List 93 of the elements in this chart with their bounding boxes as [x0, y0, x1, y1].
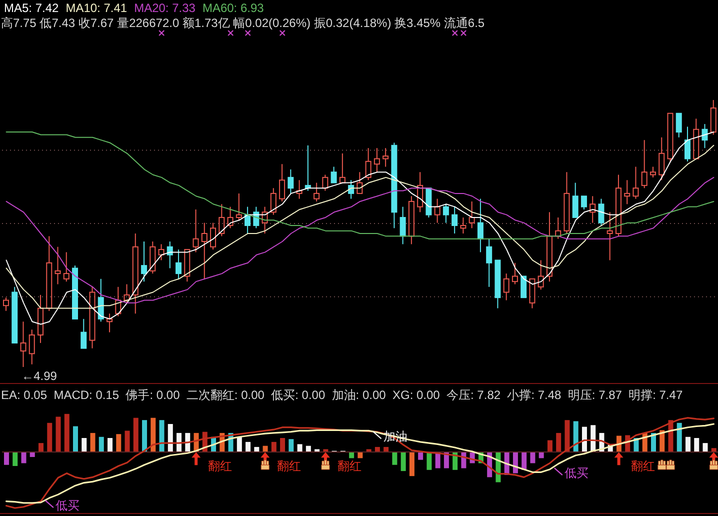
text: 翻红: [277, 459, 302, 474]
bar: [556, 432, 562, 452]
bar: [12, 452, 18, 466]
candlestick: [546, 212, 552, 282]
candlestick: [106, 313, 113, 333]
bar: [90, 432, 96, 452]
candlestick: [54, 246, 61, 285]
point: [614, 452, 624, 466]
bar: [133, 418, 138, 452]
candlestick: [702, 124, 708, 149]
bar: [21, 452, 26, 464]
bar: [280, 438, 286, 452]
candlestick: [20, 321, 26, 368]
text: MA10: 7.41: [66, 1, 128, 15]
bar: [47, 422, 52, 452]
bar: [4, 452, 9, 465]
candlestick: [288, 168, 294, 194]
bar: [530, 452, 536, 464]
series-label: 翻红: [208, 459, 232, 474]
text: 低买: [564, 466, 588, 480]
bar: [288, 439, 294, 452]
point: [658, 460, 666, 470]
candlestick: [270, 188, 276, 216]
bar: [582, 426, 587, 452]
text: MA20: 7.33: [134, 1, 196, 15]
bar: [676, 422, 682, 452]
candlestick: [296, 180, 302, 200]
bar: [573, 421, 578, 452]
bar: [392, 452, 398, 465]
bar: [660, 430, 665, 452]
bar: [159, 420, 164, 452]
candlestick: [684, 126, 690, 162]
candlestick: [166, 241, 173, 269]
candlestick: [460, 216, 466, 234]
point: [192, 452, 201, 466]
bar: [98, 436, 104, 452]
series-label: 低买: [55, 498, 80, 513]
bar: [150, 418, 156, 452]
candlestick: [477, 198, 484, 253]
text: 翻红: [630, 459, 655, 474]
candlestick: [201, 222, 208, 280]
bar: [522, 452, 527, 470]
text: MA60: 6.93: [202, 1, 264, 15]
bar: [409, 452, 414, 476]
bar: [56, 416, 61, 452]
candlestick: [434, 198, 440, 224]
candlestick: [38, 294, 44, 344]
candlestick: [382, 148, 389, 168]
candlestick: [555, 216, 562, 240]
point: [321, 460, 330, 470]
point: [260, 460, 270, 470]
bar: [73, 426, 78, 452]
candlestick: [503, 273, 510, 301]
chart-subtitle: EA: 0.05 MACD: 0.15 佛手: 0.00 二次翻红: 0.00 低买: 0.00 加油: 0.00 XG: 0.00 今压: 7.82 小撑: 7.48 明压: 7.87 明撑: 7.47: [1, 388, 683, 402]
candlestick: [400, 206, 406, 245]
bar: [168, 424, 173, 452]
candlestick: [28, 329, 35, 365]
candlestick: [590, 196, 596, 224]
point: [709, 460, 718, 470]
bar: [711, 448, 716, 452]
bar: [685, 436, 690, 452]
bar: [694, 438, 700, 452]
candlestick: [132, 233, 138, 314]
candlestick: [391, 142, 398, 229]
candlestick: [624, 180, 630, 205]
bar: [116, 434, 122, 452]
bar: [418, 452, 424, 460]
candlestick: [408, 196, 414, 245]
bar: [564, 420, 570, 452]
bar: [400, 452, 406, 472]
bar: [236, 436, 242, 452]
bar: [702, 443, 708, 452]
text: ←4.99: [22, 369, 58, 383]
bar: [142, 420, 148, 452]
candlestick: [452, 206, 458, 234]
bar: [38, 443, 44, 452]
candlestick: [606, 212, 613, 261]
bar: [124, 430, 130, 452]
candlestick: [3, 297, 9, 312]
bar: [426, 452, 432, 470]
point: [666, 460, 675, 470]
chart-subtitle: 高7.75 低7.43 收7.67 量226672.0 额1.73亿 幅0.02(0.26%) 振0.32(4.18%) 换3.45% 流通6.5: [1, 16, 485, 30]
text: 翻红: [337, 459, 362, 474]
bar: [82, 438, 87, 452]
bar: [108, 438, 113, 452]
text: MA5: 7.42: [4, 1, 59, 15]
bar: [297, 444, 302, 452]
bar: [547, 440, 552, 452]
bar: [246, 442, 251, 452]
bar: [64, 414, 70, 452]
bar: [512, 452, 518, 474]
candlestick: [632, 166, 639, 200]
bar: [271, 442, 276, 452]
